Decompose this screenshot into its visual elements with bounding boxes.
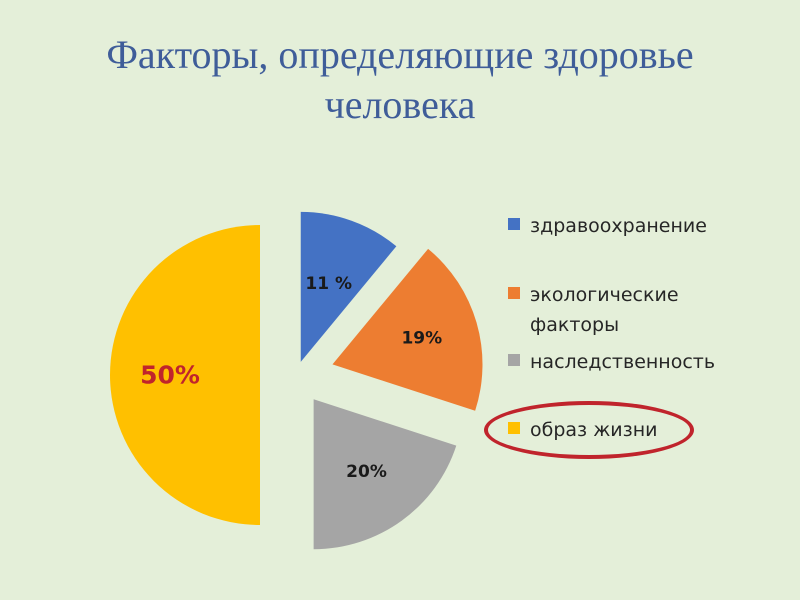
pie-slice-lifestyle bbox=[110, 225, 260, 525]
pie-label-heredity: 20% bbox=[346, 462, 387, 482]
slide-title: Факторы, определяющие здоровье человека bbox=[0, 30, 800, 130]
pie-label-healthcare: 11 % bbox=[305, 274, 352, 294]
pie-slice-healthcare bbox=[300, 211, 397, 362]
pie-slice-ecology bbox=[332, 248, 483, 411]
pie-label-ecology: 19% bbox=[401, 328, 442, 348]
title-line-1: Факторы, определяющие здоровье bbox=[106, 32, 694, 77]
pie-slice-heredity bbox=[313, 399, 457, 550]
pie-label-lifestyle: 50% bbox=[140, 361, 200, 390]
title-line-2: человека bbox=[324, 82, 476, 127]
